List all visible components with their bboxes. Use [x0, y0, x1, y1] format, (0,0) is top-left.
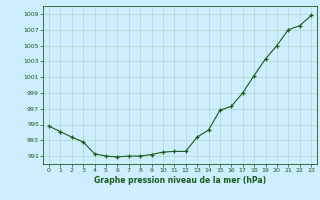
- X-axis label: Graphe pression niveau de la mer (hPa): Graphe pression niveau de la mer (hPa): [94, 176, 266, 185]
